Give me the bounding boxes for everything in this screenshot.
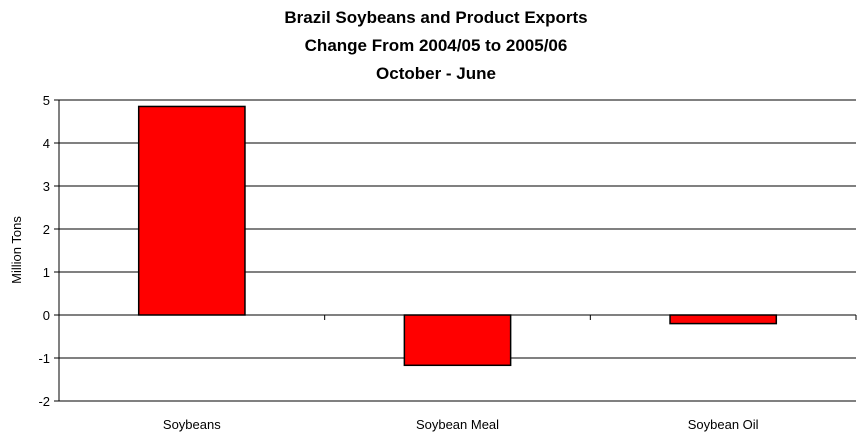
y-tick-label: 1 bbox=[43, 265, 50, 280]
y-tick-label: 4 bbox=[43, 136, 50, 151]
chart-title: Brazil Soybeans and Product Exports Chan… bbox=[284, 8, 587, 83]
y-tick-label: 2 bbox=[43, 222, 50, 237]
x-tick-label: Soybean Meal bbox=[416, 417, 499, 432]
x-tick-label: Soybeans bbox=[163, 417, 221, 432]
y-tick-labels: 5 4 3 2 1 0 -1 -2 bbox=[38, 93, 59, 409]
y-tick-label: 3 bbox=[43, 179, 50, 194]
y-tick-label: -1 bbox=[38, 351, 50, 366]
bars bbox=[137, 105, 778, 367]
axes bbox=[58, 100, 857, 401]
chart-title-line-3: October - June bbox=[376, 64, 496, 83]
x-tick-label: Soybean Oil bbox=[688, 417, 759, 432]
y-axis-label: Million Tons bbox=[9, 216, 24, 284]
x-tick-labels: Soybeans Soybean Meal Soybean Oil bbox=[163, 417, 759, 432]
chart-title-line-1: Brazil Soybeans and Product Exports bbox=[284, 8, 587, 27]
bar-soybean-oil bbox=[669, 314, 778, 325]
y-tick-label: 0 bbox=[43, 308, 50, 323]
bar-soybean-meal bbox=[403, 314, 512, 367]
y-tick-label: 5 bbox=[43, 93, 50, 108]
y-tick-label: -2 bbox=[38, 394, 50, 409]
chart-title-line-2: Change From 2004/05 to 2005/06 bbox=[305, 36, 568, 55]
bar-soybeans bbox=[137, 105, 246, 316]
